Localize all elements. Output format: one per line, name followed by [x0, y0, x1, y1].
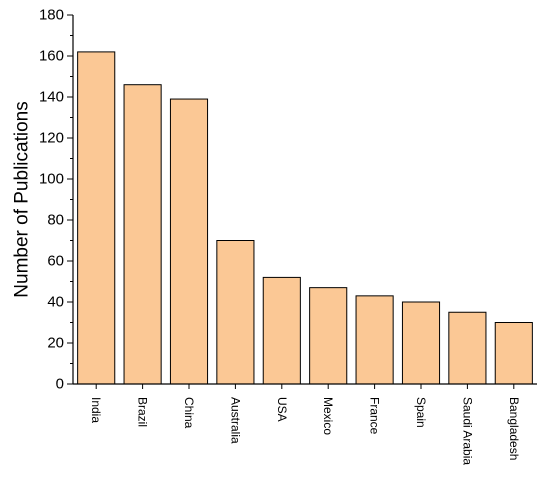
- bar-bangladesh: [494, 322, 533, 385]
- bar-france: [355, 295, 394, 385]
- bar-india: [77, 51, 116, 385]
- y-tick-label: 60: [47, 253, 64, 270]
- x-tick-label: Australia: [228, 397, 242, 444]
- x-tick-label: Mexico: [321, 397, 335, 435]
- y-tick-label: 180: [39, 7, 64, 24]
- x-tick-label: India: [89, 397, 103, 423]
- x-tick-label: France: [368, 397, 382, 435]
- x-tick-label: USA: [275, 397, 289, 422]
- y-tick-label: 40: [47, 294, 64, 311]
- bar-saudi-arabia: [448, 311, 487, 385]
- x-tick-label: Bangladesh: [507, 397, 521, 460]
- bar-brazil: [123, 84, 162, 385]
- bar-usa: [262, 276, 301, 385]
- y-tick-label: 160: [39, 48, 64, 65]
- y-tick-label: 20: [47, 335, 64, 352]
- bar-mexico: [309, 287, 348, 385]
- bar-china: [169, 98, 209, 385]
- y-tick-label: 80: [47, 212, 64, 229]
- y-tick-label: 0: [56, 376, 64, 393]
- y-tick-label: 100: [39, 171, 64, 188]
- axes-layer: [67, 14, 537, 389]
- y-tick-label: 120: [39, 130, 64, 147]
- labels-layer: India Brazil China Australia USA Mexico France…: [39, 7, 521, 466]
- y-axis-title: Number of Publications: [12, 101, 33, 297]
- x-tick-label: Saudi Arabia: [460, 397, 474, 465]
- bars-layer: [77, 51, 533, 385]
- y-tick-label: 140: [39, 89, 64, 106]
- x-tick-label: Brazil: [136, 397, 150, 427]
- x-tick-label: Spain: [414, 397, 428, 428]
- bar-australia: [216, 240, 255, 385]
- x-tick-label: China: [182, 397, 196, 429]
- bar-spain: [401, 301, 441, 385]
